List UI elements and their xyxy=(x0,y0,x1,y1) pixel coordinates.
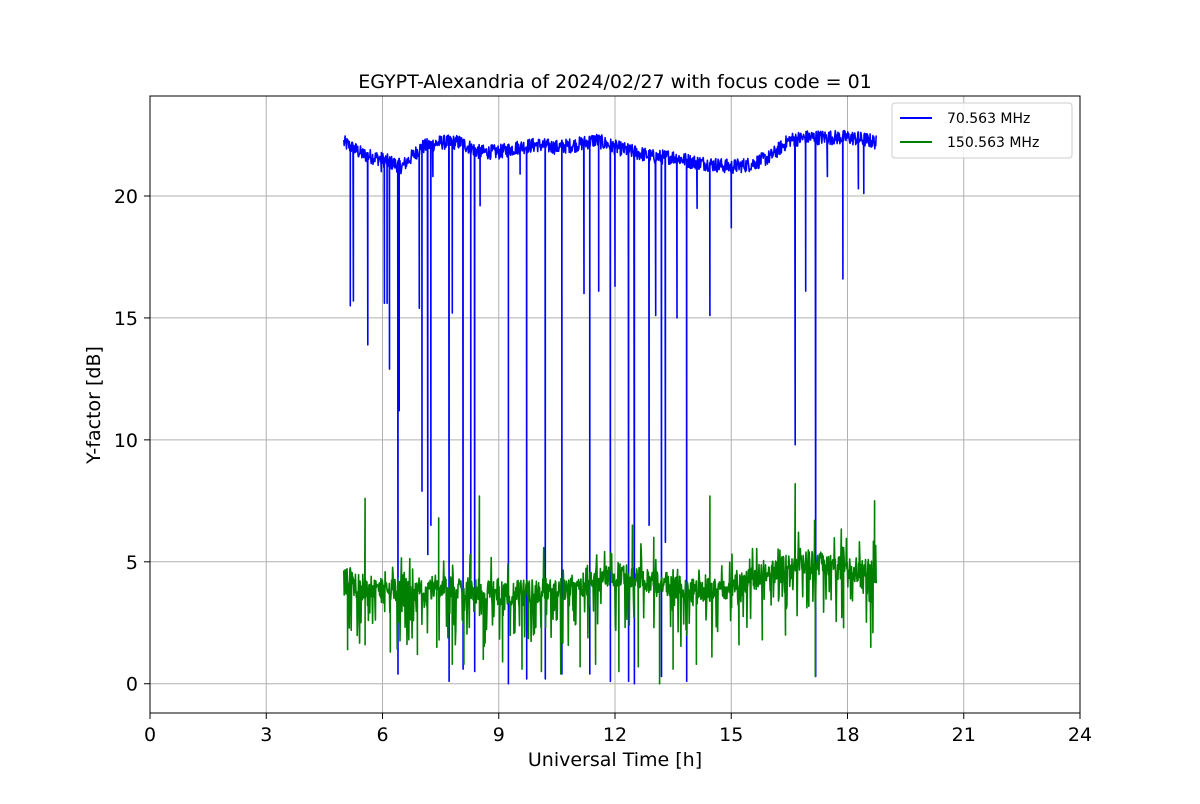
x-tick-label: 12 xyxy=(603,724,627,746)
legend-box xyxy=(891,102,1073,159)
y-tick-label: 20 xyxy=(114,186,138,208)
x-tick-label: 18 xyxy=(835,724,859,746)
x-tick-label: 3 xyxy=(260,724,272,746)
legend-label-2: 150.563 MHz xyxy=(947,135,1039,151)
legend-label-1: 70.563 MHz xyxy=(947,111,1030,127)
series-line-2 xyxy=(343,483,877,685)
y-tick-label: 5 xyxy=(126,552,138,574)
y-tick-label: 0 xyxy=(126,674,138,696)
x-tick-label: 24 xyxy=(1068,724,1092,746)
legend: 70.563 MHz 150.563 MHz xyxy=(891,102,1073,159)
x-tick-label: 21 xyxy=(952,724,976,746)
y-tick-label: 10 xyxy=(114,430,138,452)
x-tick-label: 15 xyxy=(719,724,743,746)
x-axis-label: Universal Time [h] xyxy=(528,749,702,771)
x-tick-label: 0 xyxy=(144,724,156,746)
series-line-1 xyxy=(343,129,877,685)
series-layer xyxy=(343,129,877,685)
y-axis-label: Y-factor [dB] xyxy=(83,346,105,465)
chart-title: EGYPT-Alexandria of 2024/02/27 with focu… xyxy=(358,71,872,93)
x-tick-label: 6 xyxy=(376,724,388,746)
x-tick-label: 9 xyxy=(493,724,505,746)
y-tick-label: 15 xyxy=(114,308,138,330)
axes-layer: 0 3 6 9 12 15 18 21 24 0 5 10 15 20 xyxy=(114,95,1092,746)
